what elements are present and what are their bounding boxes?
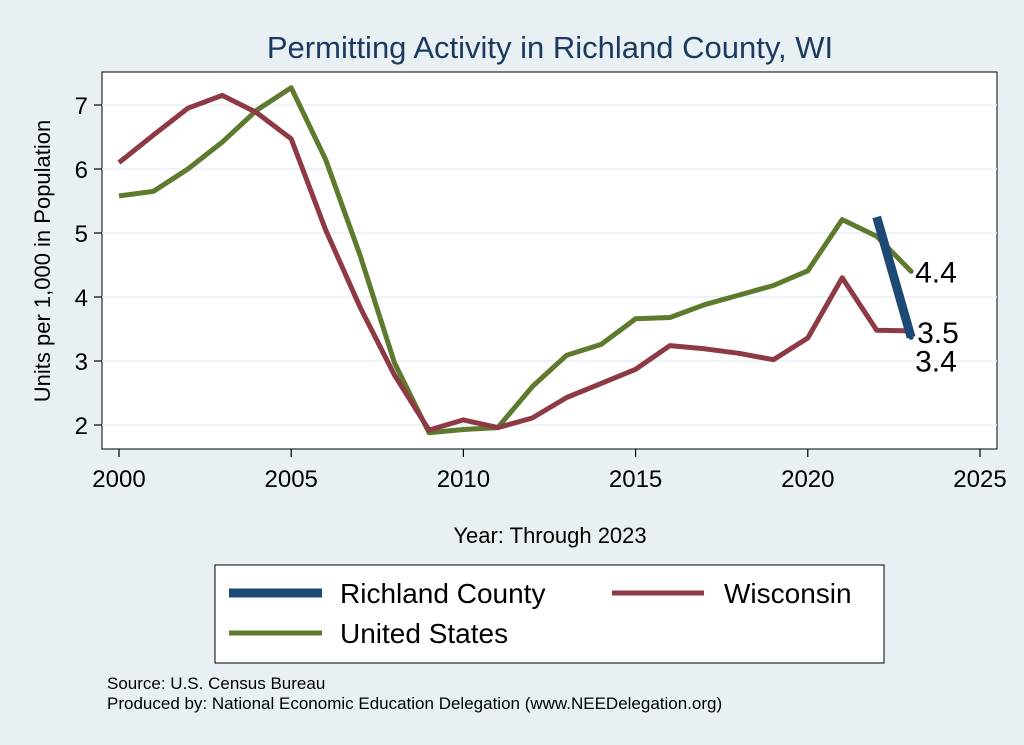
end-label-wisconsin: 3.5	[917, 317, 959, 350]
x-tick-label-2010: 2010	[437, 466, 490, 493]
chart-title: Permitting Activity in Richland County, …	[267, 30, 833, 65]
x-axis-ticks: 2000 2005 2010 2015 2020 2025	[92, 449, 1007, 493]
x-tick-label-2000: 2000	[92, 466, 145, 493]
x-axis-label: Year: Through 2023	[453, 523, 646, 548]
series-end-point-richland-county	[908, 334, 914, 340]
legend-label-wisconsin: Wisconsin	[724, 578, 852, 609]
y-axis-ticks: 2 3 4 5 6 7	[75, 93, 102, 440]
legend-label-richland-county: Richland County	[340, 578, 545, 609]
y-axis-label: Units per 1,000 in Population	[30, 120, 55, 403]
y-tick-label-6: 6	[75, 157, 88, 184]
x-tick-label-2005: 2005	[265, 466, 318, 493]
series-end-point-united-states	[908, 268, 914, 274]
y-tick-label-2: 2	[75, 413, 88, 440]
y-tick-label-4: 4	[75, 285, 88, 312]
x-tick-label-2015: 2015	[609, 466, 662, 493]
series-line-richland-county	[872, 215, 916, 339]
x-tick-label-2025: 2025	[953, 466, 1006, 493]
series-lines	[117, 85, 916, 436]
y-tick-label-7: 7	[75, 93, 88, 120]
plot-area	[101, 71, 998, 450]
producer-note: Produced by: National Economic Education…	[107, 694, 722, 713]
series-line-wisconsin	[117, 92, 912, 433]
legend-box	[214, 564, 885, 664]
gridlines	[102, 104, 997, 426]
series-line-united-states	[118, 85, 913, 436]
end-labels: 3.43.5 4.4	[915, 256, 959, 378]
y-tick-label-3: 3	[75, 349, 88, 376]
x-tick-label-2020: 2020	[781, 466, 834, 493]
legend-label-united-states: United States	[340, 618, 508, 649]
end-label-richland-county: 3.4	[915, 345, 957, 378]
y-tick-label-5: 5	[75, 221, 88, 248]
end-label-united-states: 4.4	[915, 256, 957, 289]
legend: Richland County Wisconsin United States	[214, 564, 885, 664]
source-note: Source: U.S. Census Bureau	[107, 674, 325, 693]
